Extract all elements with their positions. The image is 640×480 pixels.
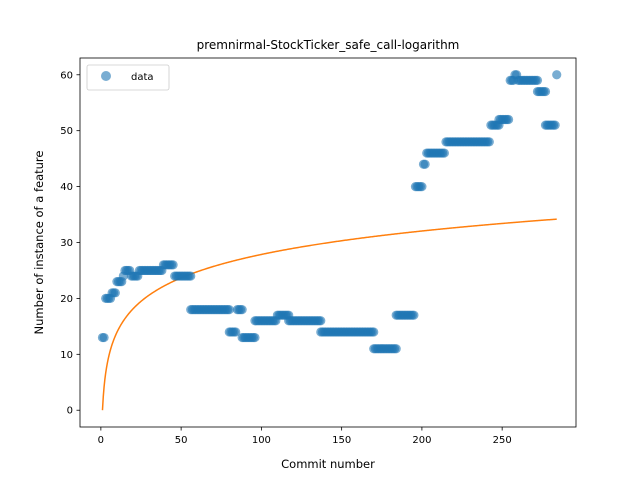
x-tick-label: 200: [412, 435, 431, 446]
y-axis-label: Number of instance of a feature: [32, 151, 46, 335]
y-tick-label: 10: [60, 350, 73, 361]
data-point: [532, 75, 543, 85]
data-point: [237, 304, 247, 315]
x-tick-label: 250: [493, 435, 512, 446]
x-tick-label: 50: [175, 435, 188, 446]
y-tick-label: 50: [60, 126, 73, 137]
data-point: [420, 159, 430, 169]
data-point: [484, 137, 494, 147]
y-tick-label: 0: [67, 406, 73, 417]
x-tick-label: 150: [332, 435, 351, 446]
data-point: [552, 70, 562, 80]
y-tick-label: 20: [60, 294, 73, 305]
data-point: [231, 327, 241, 337]
data-point: [409, 310, 419, 320]
data-point: [503, 114, 514, 125]
x-axis: 0 50 100 150 200 250: [98, 427, 512, 446]
legend-label: data: [131, 72, 154, 83]
legend-marker: [101, 71, 111, 81]
data-point: [186, 271, 196, 281]
data-point: [417, 181, 427, 192]
data-point: [168, 260, 178, 270]
data-point: [391, 344, 401, 354]
data-point: [550, 120, 560, 130]
data-point: [369, 327, 379, 337]
y-tick-label: 30: [60, 238, 73, 249]
legend-box: [86, 64, 170, 91]
data-point: [224, 304, 234, 315]
data-points-layer: [97, 70, 562, 354]
legend: data: [86, 64, 170, 91]
y-axis: 0 10 20 30 40 50 60: [60, 70, 80, 417]
data-point: [439, 148, 449, 158]
data-point: [99, 332, 109, 343]
data-point: [540, 86, 551, 97]
data-point: [316, 316, 326, 326]
y-tick-label: 40: [60, 182, 73, 193]
y-tick-label: 60: [60, 70, 73, 81]
x-tick-label: 100: [252, 435, 271, 446]
x-axis-label: Commit number: [281, 457, 375, 471]
x-tick-label: 0: [98, 435, 104, 446]
data-point: [110, 288, 120, 298]
data-point: [250, 332, 260, 343]
chart-title: premnirmal-StockTicker_safe_call-logarit…: [197, 38, 460, 52]
